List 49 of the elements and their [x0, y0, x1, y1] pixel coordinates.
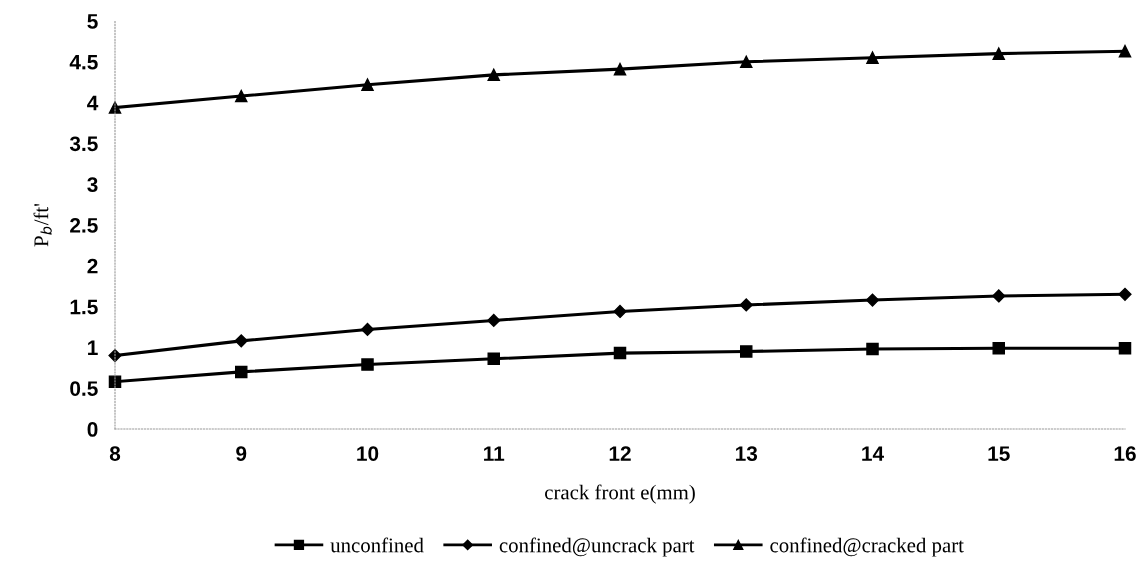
- point: [361, 358, 374, 371]
- point: [487, 313, 501, 328]
- point: [739, 55, 753, 69]
- point: [234, 89, 248, 103]
- y-tick-label: 4: [87, 95, 99, 111]
- point: [866, 342, 879, 356]
- x-tick-label: 14: [862, 446, 884, 461]
- point: [613, 304, 627, 319]
- y-tick-label: 3: [87, 177, 98, 192]
- legend-label: confined@uncrack part: [499, 537, 695, 557]
- y-tick-label: 4.5: [69, 55, 98, 70]
- x-tick-label: 16: [1114, 446, 1136, 461]
- point: [866, 51, 879, 64]
- y-tick-label: 2: [87, 258, 98, 274]
- point: [992, 289, 1006, 303]
- point: [992, 341, 1006, 355]
- x-tick-label: 8: [109, 446, 121, 461]
- y-tick-label: 3.5: [69, 136, 98, 152]
- y-tick-label: 2.5: [70, 218, 98, 233]
- x-tick-label: 13: [735, 446, 758, 461]
- point: [1118, 44, 1132, 58]
- point: [613, 62, 627, 76]
- point: [613, 346, 627, 360]
- legend-label: confined@cracked part: [770, 537, 964, 557]
- point: [487, 352, 501, 366]
- y-tick-label: 5: [87, 14, 98, 29]
- x-tick-label: 12: [609, 446, 631, 461]
- y-axis-title: P$_{b}$/ft': [33, 203, 52, 247]
- point: [234, 334, 248, 348]
- y-tick-label: 0.5: [70, 381, 98, 396]
- point: [360, 322, 375, 337]
- point: [487, 68, 501, 82]
- point: [739, 345, 753, 358]
- point: [739, 298, 753, 312]
- point: [361, 78, 374, 91]
- x-tick-label: 10: [357, 446, 379, 461]
- point: [865, 293, 880, 307]
- x-tick-label: 11: [484, 446, 505, 461]
- point: [992, 47, 1006, 60]
- y-tick-label: 0: [87, 422, 98, 437]
- point: [1118, 287, 1132, 301]
- point: [234, 365, 248, 379]
- y-tick-label: 1.5: [70, 299, 98, 315]
- x-tick-label: 9: [236, 446, 247, 461]
- point: [1118, 341, 1132, 355]
- y-tick-label: 1: [88, 340, 98, 355]
- x-tick-label: 15: [988, 446, 1010, 461]
- x-axis-title: crack front e(mm): [545, 484, 695, 504]
- legend-label: unconfined: [330, 537, 424, 553]
